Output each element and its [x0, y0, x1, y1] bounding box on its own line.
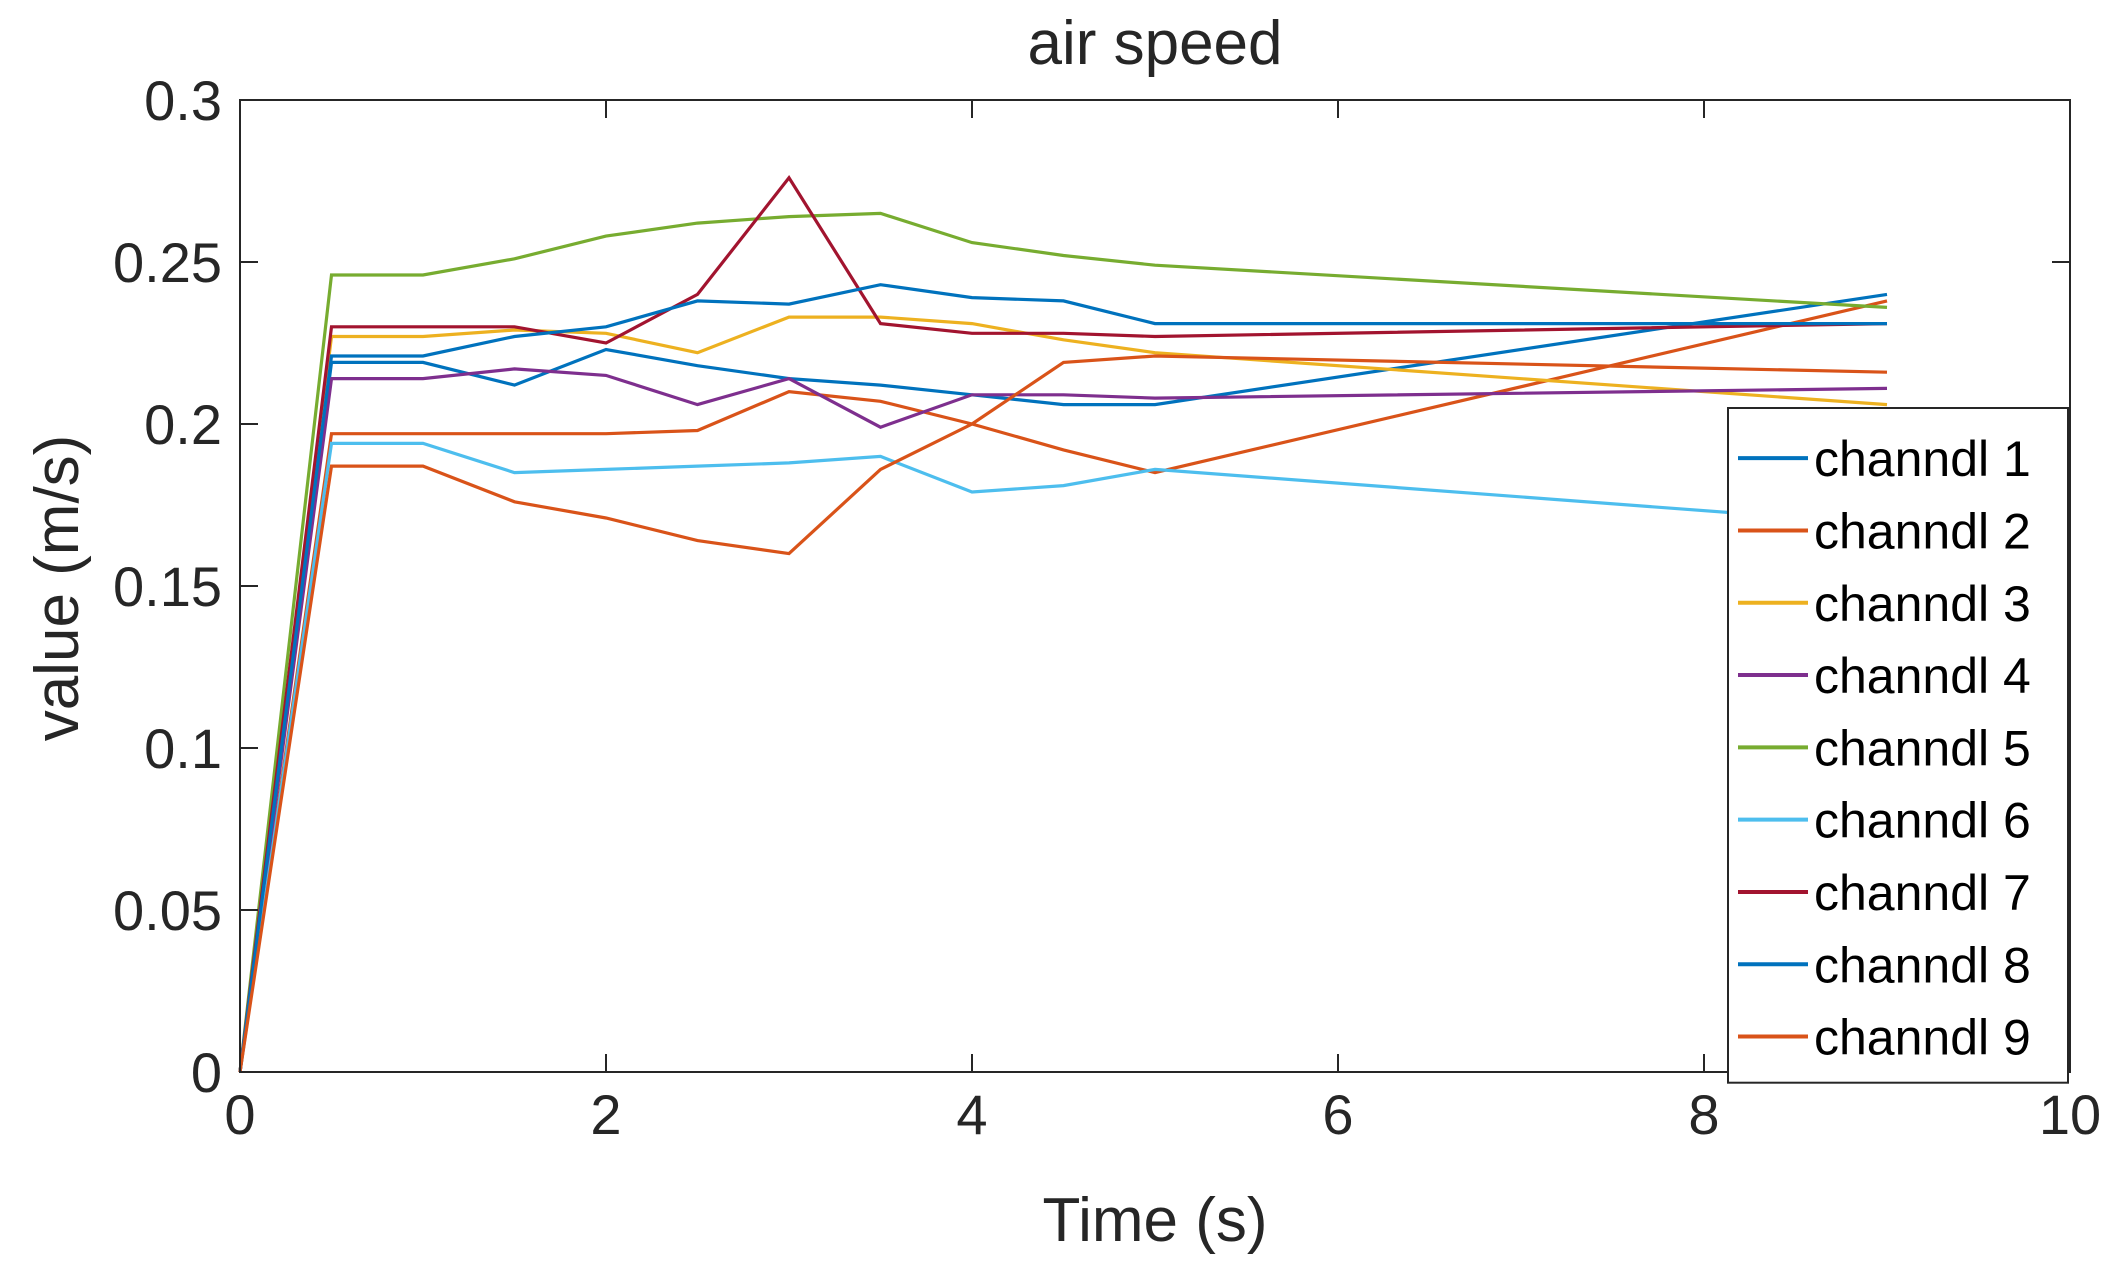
y-tick-label: 0.15: [113, 555, 222, 618]
y-tick-label: 0: [191, 1041, 222, 1104]
series-line-channdl-6: [238, 441, 1888, 1073]
series-line-channdl-9: [238, 354, 1888, 1073]
legend-label-channdl-5[interactable]: channdl 5: [1814, 720, 2031, 776]
legend-label-channdl-3[interactable]: channdl 3: [1814, 576, 2031, 632]
ticks-layer: 0 2 4 6 8 10 0 0.05 0.1 0.15 0.2 0.25 0.3: [113, 69, 2101, 1146]
x-tick-label: 4: [956, 1083, 987, 1146]
legend-label-channdl-8[interactable]: channdl 8: [1814, 937, 2031, 993]
x-tick-label: 2: [590, 1083, 621, 1146]
chart-title: air speed: [1027, 9, 1282, 78]
series-line-channdl-3: [238, 315, 1888, 1073]
series-line-channdl-4: [238, 367, 1888, 1073]
series-line-channdl-2: [238, 299, 1888, 1073]
legend-label-channdl-6[interactable]: channdl 6: [1814, 793, 2031, 849]
x-tick-label: 6: [1322, 1083, 1353, 1146]
x-axis-label: Time (s): [1043, 1186, 1268, 1255]
y-tick-label: 0.2: [144, 393, 222, 456]
series-line-channdl-8: [238, 283, 1887, 1073]
y-tick-label: 0.25: [113, 231, 222, 294]
y-tick-label: 0.3: [144, 69, 222, 132]
x-tick-label: 8: [1688, 1083, 1719, 1146]
legend[interactable]: channdl 1 channdl 2 channdl 3 channdl 4 chan…: [1727, 407, 2069, 1084]
series-layer: [238, 175, 1888, 1073]
series-line-channdl-7: [238, 175, 1888, 1073]
legend-label-channdl-2[interactable]: channdl 2: [1814, 503, 2031, 559]
series-line-channdl-1: [238, 292, 1888, 1073]
series-line-channdl-5: [238, 211, 1888, 1073]
legend-label-channdl-1[interactable]: channdl 1: [1814, 431, 2031, 487]
x-tick-label: 0: [224, 1083, 255, 1146]
y-axis-label: value (m/s): [23, 435, 92, 742]
x-tick-label: 10: [2039, 1083, 2101, 1146]
legend-label-channdl-4[interactable]: channdl 4: [1814, 648, 2031, 704]
legend-label-channdl-7[interactable]: channdl 7: [1814, 865, 2031, 921]
y-tick-label: 0.1: [144, 717, 222, 780]
y-tick-label: 0.05: [113, 879, 222, 942]
legend-label-channdl-9[interactable]: channdl 9: [1814, 1010, 2031, 1066]
